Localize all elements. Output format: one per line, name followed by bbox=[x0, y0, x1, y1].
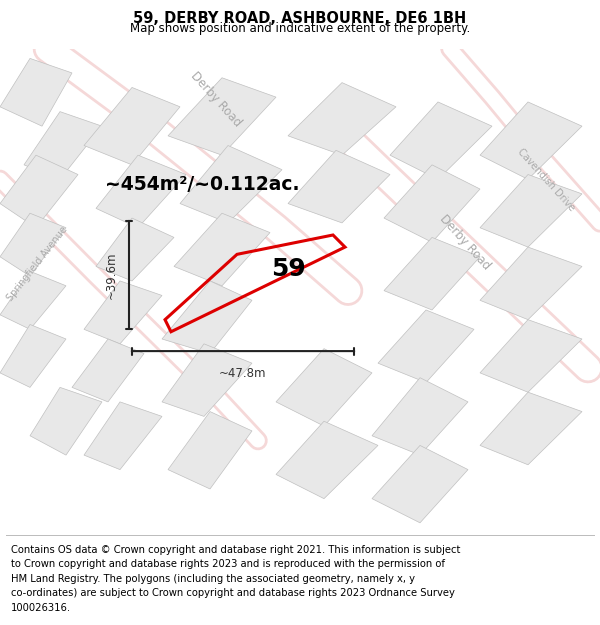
Polygon shape bbox=[180, 146, 282, 223]
Text: co-ordinates) are subject to Crown copyright and database rights 2023 Ordnance S: co-ordinates) are subject to Crown copyr… bbox=[11, 588, 455, 598]
Polygon shape bbox=[174, 213, 270, 286]
Polygon shape bbox=[96, 218, 174, 281]
Text: to Crown copyright and database rights 2023 and is reproduced with the permissio: to Crown copyright and database rights 2… bbox=[11, 559, 445, 569]
Text: ~454m²/~0.112ac.: ~454m²/~0.112ac. bbox=[105, 175, 299, 194]
Polygon shape bbox=[384, 165, 480, 242]
Text: Contains OS data © Crown copyright and database right 2021. This information is : Contains OS data © Crown copyright and d… bbox=[11, 544, 460, 554]
Polygon shape bbox=[276, 349, 372, 426]
Polygon shape bbox=[0, 271, 66, 329]
Polygon shape bbox=[480, 102, 582, 179]
Text: Derby Road: Derby Road bbox=[188, 69, 244, 129]
Polygon shape bbox=[390, 102, 492, 179]
Polygon shape bbox=[0, 155, 78, 228]
Text: HM Land Registry. The polygons (including the associated geometry, namely x, y: HM Land Registry. The polygons (includin… bbox=[11, 574, 415, 584]
Polygon shape bbox=[372, 378, 468, 455]
Text: 100026316.: 100026316. bbox=[11, 603, 71, 613]
Polygon shape bbox=[480, 392, 582, 465]
Text: ~39.6m: ~39.6m bbox=[105, 251, 118, 299]
Polygon shape bbox=[84, 88, 180, 165]
Polygon shape bbox=[276, 421, 378, 499]
Polygon shape bbox=[288, 82, 396, 155]
Polygon shape bbox=[96, 155, 186, 228]
Polygon shape bbox=[162, 344, 252, 416]
Polygon shape bbox=[24, 112, 102, 179]
Polygon shape bbox=[0, 324, 66, 388]
Text: 59, DERBY ROAD, ASHBOURNE, DE6 1BH: 59, DERBY ROAD, ASHBOURNE, DE6 1BH bbox=[133, 11, 467, 26]
Polygon shape bbox=[288, 151, 390, 223]
Polygon shape bbox=[480, 174, 582, 247]
Polygon shape bbox=[372, 446, 468, 523]
Polygon shape bbox=[84, 281, 162, 344]
Polygon shape bbox=[168, 78, 276, 155]
Polygon shape bbox=[30, 388, 102, 455]
Polygon shape bbox=[480, 319, 582, 392]
Polygon shape bbox=[0, 58, 72, 126]
Polygon shape bbox=[384, 238, 480, 310]
Polygon shape bbox=[0, 213, 66, 276]
Text: ~47.8m: ~47.8m bbox=[219, 367, 267, 379]
Text: Cavendish Drive: Cavendish Drive bbox=[515, 146, 577, 212]
Polygon shape bbox=[480, 247, 582, 319]
Text: Derby Road: Derby Road bbox=[437, 213, 493, 272]
Polygon shape bbox=[168, 411, 252, 489]
Text: Map shows position and indicative extent of the property.: Map shows position and indicative extent… bbox=[130, 22, 470, 35]
Polygon shape bbox=[162, 281, 252, 354]
Polygon shape bbox=[72, 339, 144, 402]
Text: Springfield Avenue: Springfield Avenue bbox=[5, 225, 70, 303]
Polygon shape bbox=[378, 310, 474, 382]
Polygon shape bbox=[84, 402, 162, 469]
Text: 59: 59 bbox=[271, 257, 305, 281]
